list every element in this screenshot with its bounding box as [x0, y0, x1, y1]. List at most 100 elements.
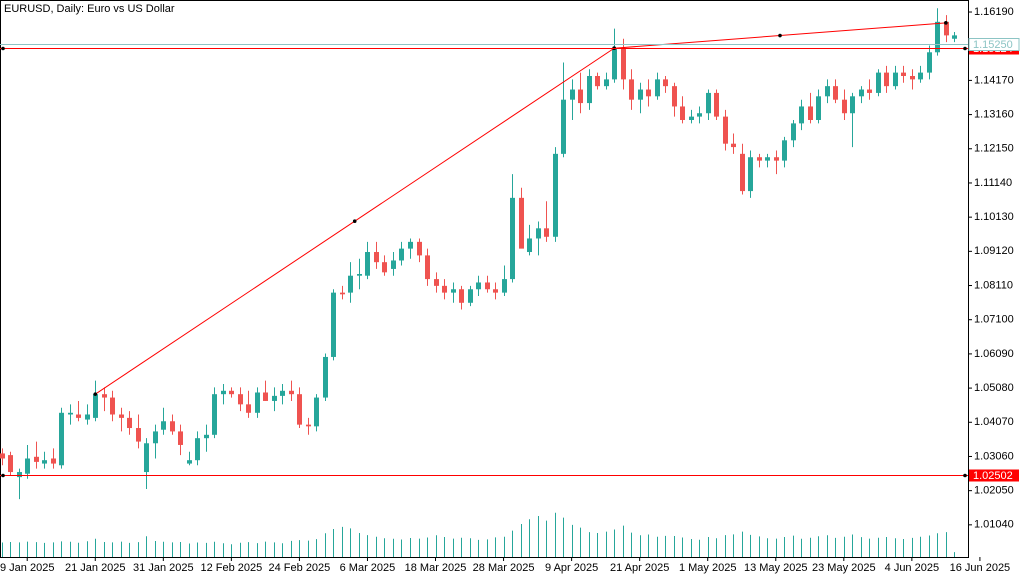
x-tick-label: 23 May 2025 — [812, 562, 876, 574]
x-tick-label: 18 Mar 2025 — [405, 562, 467, 574]
y-tick-label: 1.12150 — [974, 143, 1014, 155]
candle-body — [485, 282, 490, 290]
candle-body — [646, 89, 651, 97]
candle-body — [901, 72, 906, 76]
candle-body — [935, 21, 940, 53]
candle-body — [289, 390, 294, 395]
y-tick-label: 1.14170 — [974, 74, 1014, 86]
candle-body — [102, 394, 107, 398]
candle-body — [374, 252, 379, 263]
candle-body — [331, 292, 336, 357]
candle-body — [493, 289, 498, 293]
candle-body — [910, 75, 915, 80]
trend-handle — [93, 392, 98, 396]
y-tick-label: 1.01040 — [974, 519, 1014, 531]
candle-body — [859, 89, 864, 97]
candle-body — [170, 421, 175, 432]
candle-body — [570, 89, 575, 100]
candle-body — [68, 412, 73, 415]
candle-body — [451, 289, 456, 293]
level-handle — [963, 46, 967, 51]
x-tick-label: 12 Feb 2025 — [200, 562, 262, 574]
candle-body — [212, 394, 217, 435]
candle-body — [595, 75, 600, 87]
candle-body — [408, 241, 413, 249]
candle-body — [816, 96, 821, 120]
candle-body — [246, 404, 251, 413]
candle-body — [391, 260, 396, 269]
candle-body — [527, 238, 532, 253]
candle-body — [323, 356, 328, 398]
y-tick-label: 1.07100 — [974, 314, 1014, 326]
candle-body — [655, 79, 660, 97]
y-tick-label: 1.09120 — [974, 245, 1014, 257]
candle-body — [348, 275, 353, 293]
candle-body — [536, 228, 541, 239]
candle-body — [187, 460, 192, 464]
trend-handle — [944, 21, 948, 25]
candle-body — [544, 228, 549, 237]
candle-body — [34, 456, 39, 462]
candle-body — [918, 72, 923, 80]
x-tick-label: 16 Jun 2025 — [950, 562, 1011, 574]
candle-body — [578, 89, 583, 104]
x-tick-label: 24 Feb 2025 — [269, 562, 331, 574]
level-handle — [963, 473, 967, 478]
candle-body — [110, 397, 115, 415]
candle-body — [561, 99, 566, 154]
x-tick-label: 21 Apr 2025 — [610, 562, 669, 574]
bid-tag — [968, 38, 1020, 51]
candle-body — [51, 458, 56, 464]
candle-body — [774, 157, 779, 161]
candle-body — [723, 116, 728, 144]
y-tick-label: 1.08110 — [974, 279, 1013, 291]
candle-body — [195, 438, 200, 461]
candle-body — [765, 157, 770, 161]
x-tick-label: 9 Apr 2025 — [545, 562, 598, 574]
candle-body — [876, 72, 881, 93]
trend-handle — [778, 33, 782, 38]
candle-body — [127, 417, 132, 429]
candle-body — [144, 443, 149, 473]
candle-body — [757, 157, 762, 161]
candle-body — [153, 431, 158, 444]
y-tick-label: 1.03060 — [974, 450, 1014, 462]
candle-body — [59, 412, 64, 466]
candle-body — [161, 421, 166, 430]
y-tick-label: 1.13160 — [974, 108, 1014, 120]
trend-handle — [352, 219, 357, 224]
candle-body — [808, 106, 813, 120]
candle-body — [459, 289, 464, 303]
candle-body — [714, 92, 719, 117]
bid-label: 1.15250 — [973, 39, 1013, 51]
candle-body — [42, 460, 47, 464]
candle-body — [927, 52, 932, 73]
candle-body — [272, 395, 277, 401]
candle-body — [672, 86, 677, 107]
candle-body — [510, 197, 515, 280]
candle-body — [357, 274, 362, 276]
candle-body — [884, 72, 889, 87]
x-tick-label: 28 Mar 2025 — [473, 562, 535, 574]
candle-body — [85, 414, 90, 420]
candle-body — [689, 116, 694, 120]
chart-title: EURUSD, Daily: Euro vs US Dollar — [4, 3, 175, 15]
candle-body — [952, 35, 957, 39]
level-tag — [969, 469, 1019, 482]
y-tick-label: 1.02050 — [974, 485, 1014, 497]
x-tick-label: 6 Mar 2025 — [340, 562, 396, 574]
candle-body — [663, 79, 668, 87]
candle-body — [93, 394, 98, 418]
candle-body — [748, 157, 753, 192]
candle-body — [468, 289, 473, 303]
candle-body — [706, 92, 711, 114]
candle-body — [434, 279, 439, 286]
candle-body — [25, 458, 30, 474]
candle-body — [314, 397, 319, 427]
candle-body — [425, 255, 430, 280]
y-tick-label: 1.10130 — [974, 211, 1014, 223]
candle-body — [340, 292, 345, 295]
candle-body — [280, 390, 285, 396]
